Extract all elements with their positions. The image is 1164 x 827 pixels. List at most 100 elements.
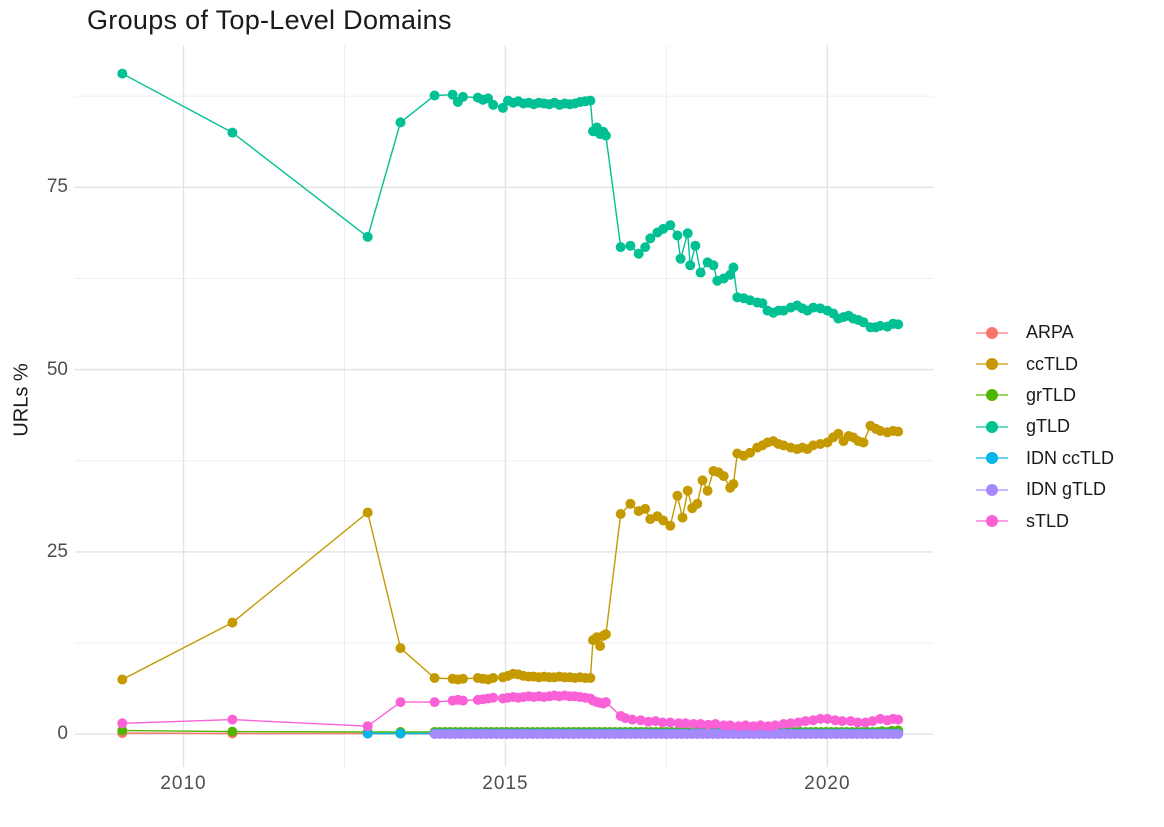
data-point <box>657 717 668 728</box>
legend-item: grTLD <box>975 380 1114 411</box>
legend-item: gTLD <box>975 411 1114 442</box>
data-point <box>755 720 766 731</box>
data-point <box>665 717 676 728</box>
data-point <box>837 716 848 727</box>
x-tick-label: 2020 <box>804 773 851 794</box>
data-point <box>600 130 611 141</box>
data-point <box>362 231 373 242</box>
data-point <box>893 729 904 739</box>
data-point <box>227 127 238 138</box>
data-point <box>395 117 406 128</box>
data-point <box>675 253 686 264</box>
data-point <box>117 718 128 729</box>
data-point <box>893 426 904 437</box>
legend-key-icon <box>976 483 1008 496</box>
data-point <box>702 485 713 496</box>
data-point <box>640 503 651 514</box>
data-point <box>395 643 406 654</box>
legend-key-icon <box>976 515 1008 528</box>
data-point <box>728 262 739 273</box>
data-point <box>627 714 638 725</box>
data-point <box>695 719 706 729</box>
data-point <box>770 720 781 731</box>
data-point <box>815 713 826 724</box>
series-ccTLD <box>117 420 904 685</box>
legend-label: grTLD <box>1026 384 1077 405</box>
data-point <box>633 248 644 259</box>
data-point <box>429 697 440 708</box>
data-point <box>488 692 499 703</box>
legend-key-icon <box>976 358 1008 371</box>
data-point <box>688 719 699 729</box>
data-point <box>800 716 811 727</box>
data-point <box>625 240 636 251</box>
data-point <box>497 102 508 113</box>
data-point <box>725 720 736 731</box>
data-point <box>685 260 696 271</box>
series-IDN-gTLD <box>429 729 904 739</box>
x-tick-label: 2015 <box>482 773 529 794</box>
y-tick-label: 75 <box>46 176 68 198</box>
legend-item: IDN gTLD <box>975 474 1114 505</box>
data-point <box>893 714 904 725</box>
data-point <box>673 718 684 729</box>
data-point <box>710 719 721 729</box>
data-point <box>625 498 636 509</box>
y-tick-label: 50 <box>46 358 68 380</box>
data-point <box>672 230 683 241</box>
y-tick-label: 25 <box>46 540 68 562</box>
data-point <box>640 242 651 253</box>
data-point <box>395 697 406 708</box>
data-point <box>458 673 468 684</box>
legend-key-icon <box>976 389 1008 402</box>
x-tick-label: 2010 <box>160 773 207 794</box>
legend-label: ARPA <box>1026 322 1074 343</box>
data-point <box>867 716 878 727</box>
data-point <box>362 728 373 739</box>
legend-label: sTLD <box>1026 510 1070 531</box>
legend-item: ccTLD <box>975 348 1114 379</box>
data-point <box>362 721 373 732</box>
data-point <box>665 520 676 531</box>
data-point <box>615 242 626 253</box>
data-point <box>740 720 751 731</box>
legend-label: gTLD <box>1026 416 1071 437</box>
data-point <box>785 718 796 729</box>
data-point <box>665 220 676 231</box>
legend-key-icon <box>976 452 1008 465</box>
data-point <box>585 95 596 106</box>
series-sTLD <box>117 690 904 732</box>
data-point <box>852 717 863 728</box>
legend-item: IDN ccTLD <box>975 443 1114 474</box>
data-point <box>858 317 869 328</box>
data-point <box>672 490 683 501</box>
data-point <box>690 240 701 251</box>
data-point <box>635 715 646 726</box>
legend: ARPA ccTLD grTLD gTLD IDN ccTLD IDN gTLD sTLD <box>975 317 1114 537</box>
data-point <box>893 319 904 330</box>
legend-key-icon <box>976 420 1008 433</box>
legend-key-icon <box>976 326 1008 339</box>
data-point <box>117 725 128 736</box>
data-point <box>708 260 719 271</box>
data-point <box>658 515 669 526</box>
series-line <box>121 72 899 328</box>
data-point <box>429 673 440 683</box>
data-point <box>858 437 869 448</box>
legend-item: sTLD <box>975 505 1114 536</box>
data-point <box>488 99 499 110</box>
data-point <box>682 228 693 239</box>
data-point <box>585 673 596 683</box>
y-tick-label: 0 <box>57 723 68 745</box>
data-point <box>695 267 706 278</box>
data-point <box>600 629 611 640</box>
legend-item: ARPA <box>975 317 1114 348</box>
data-point <box>458 695 468 706</box>
data-point <box>458 91 468 102</box>
data-point <box>595 641 606 651</box>
data-point <box>822 713 833 724</box>
data-point <box>600 697 611 708</box>
data-point <box>227 726 238 737</box>
data-point <box>833 428 844 439</box>
data-point <box>692 498 703 509</box>
